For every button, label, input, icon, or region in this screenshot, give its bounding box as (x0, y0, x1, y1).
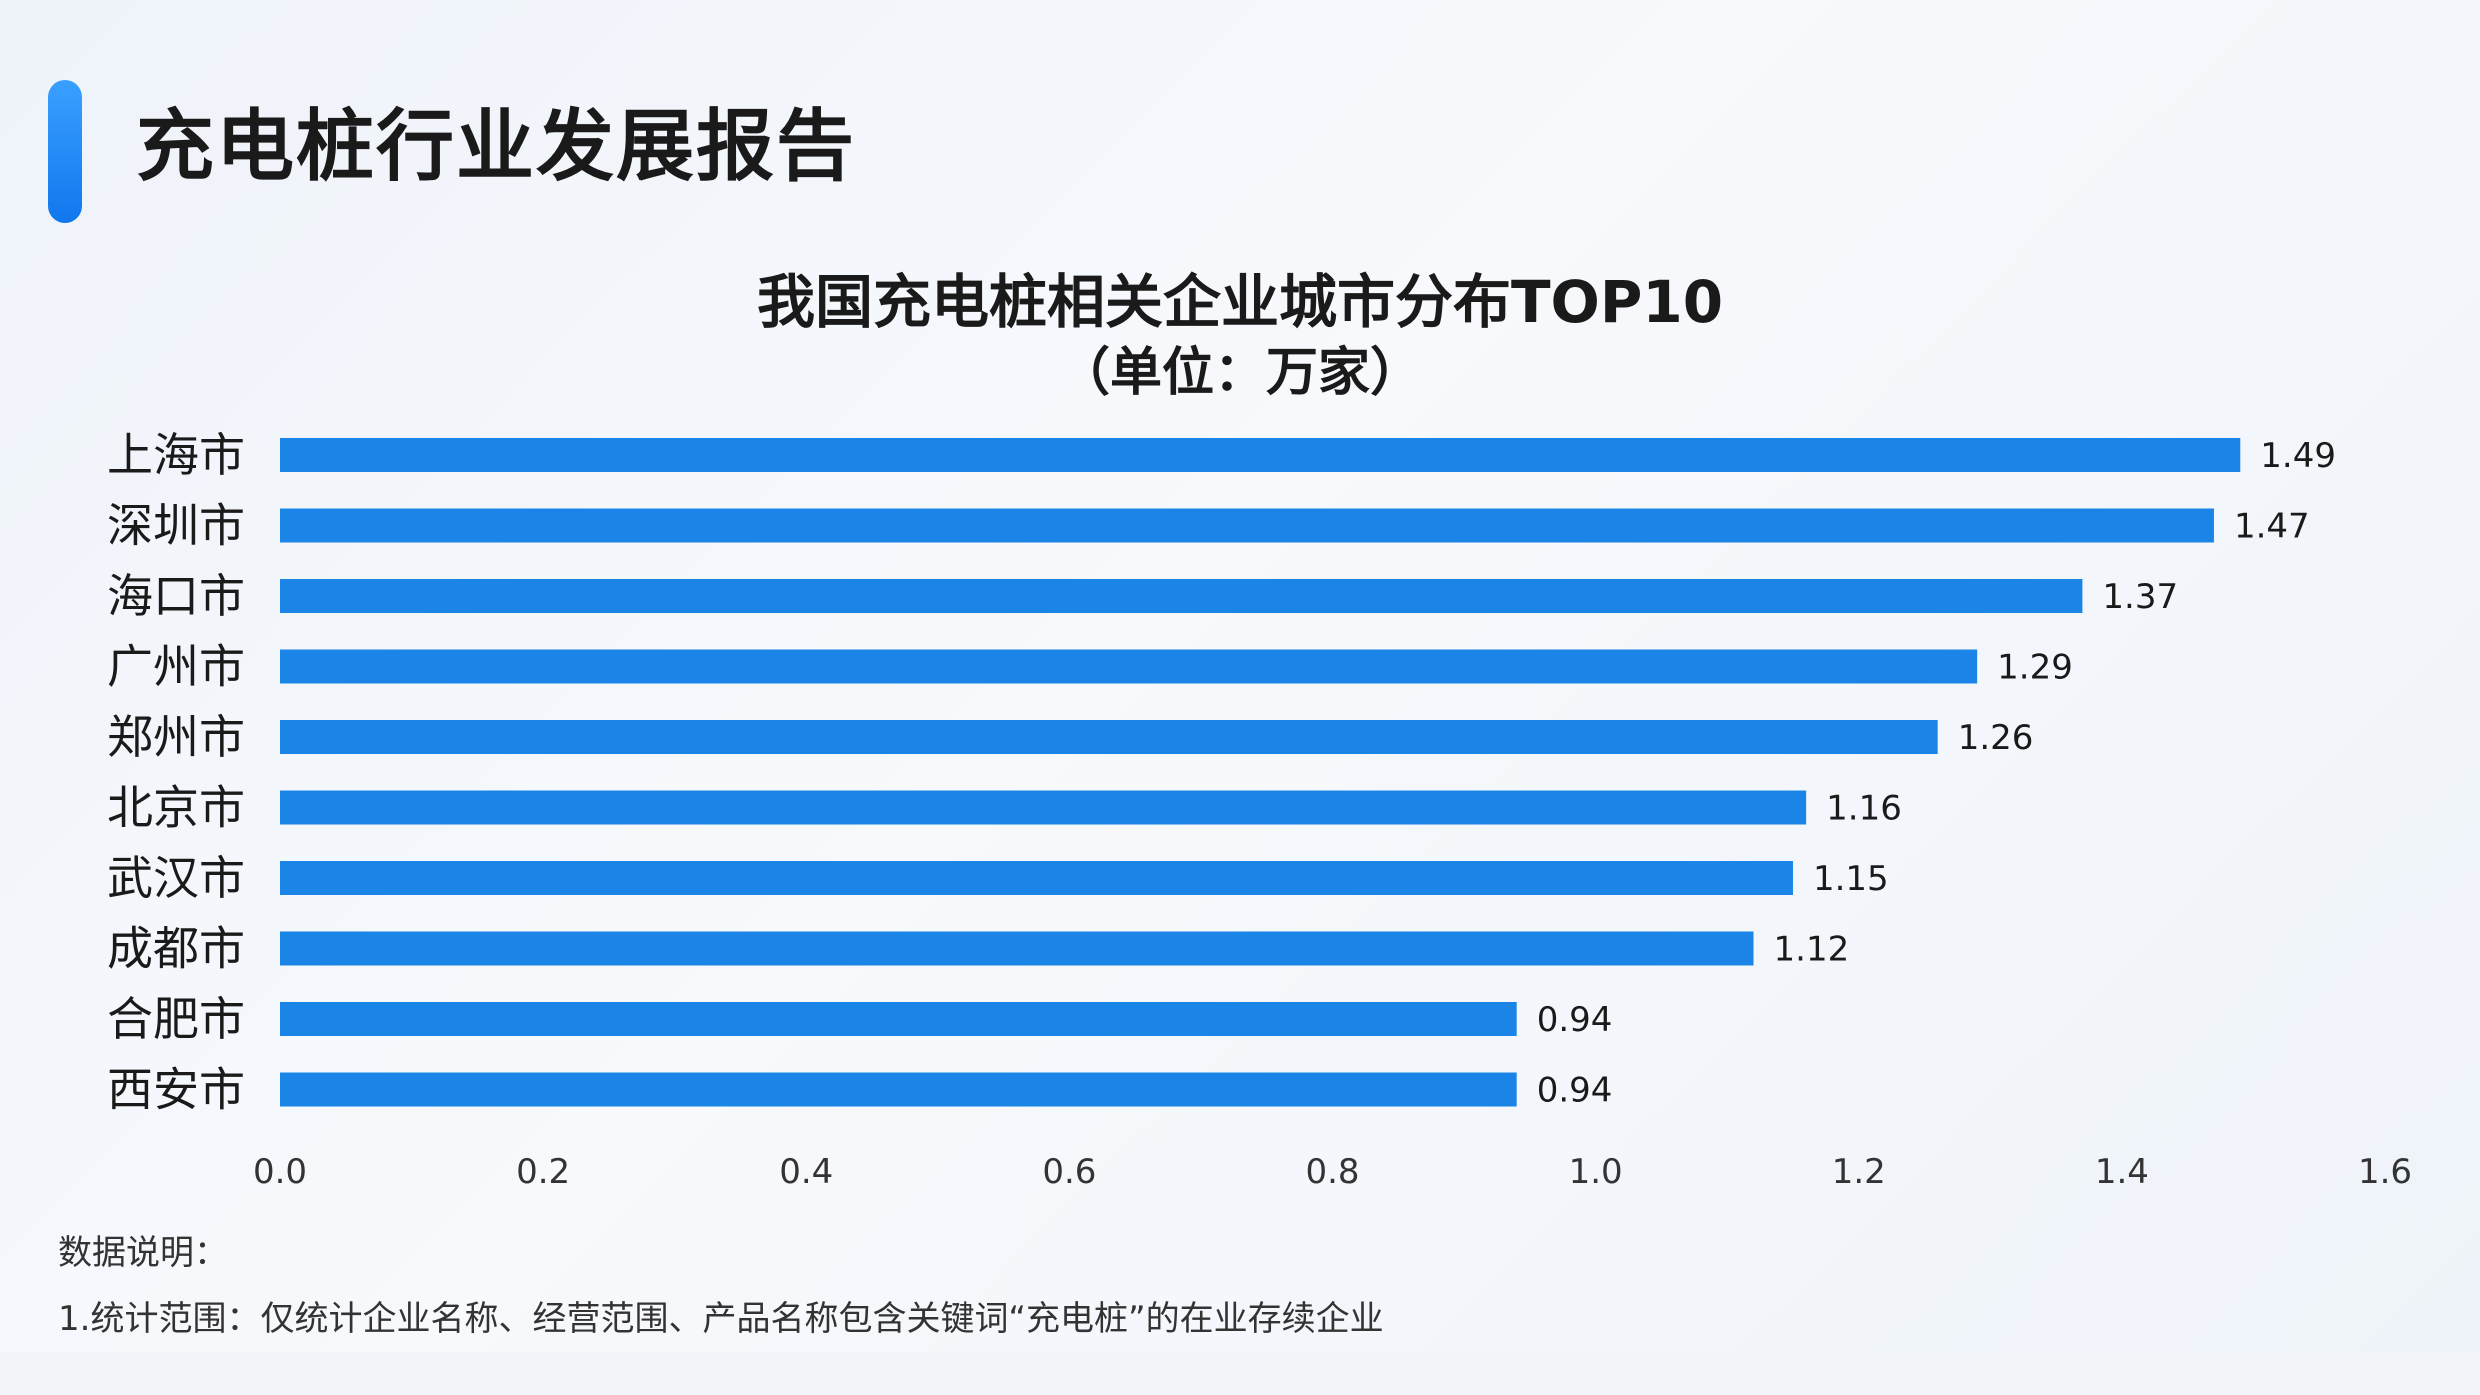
data-label: 1.47 (2234, 507, 2310, 547)
category-label: 深圳市 (107, 499, 245, 553)
bar (280, 649, 1978, 684)
bar (280, 1002, 1517, 1036)
data-label: 0.94 (1537, 1071, 1613, 1111)
title-accent-bar (48, 80, 82, 223)
bar (280, 861, 1793, 895)
x-tick-label: 0.6 (1042, 1152, 1096, 1192)
x-tick-label: 0.0 (253, 1152, 307, 1192)
report-title: 充电桩行业发展报告 (136, 102, 857, 192)
category-label: 广州市 (107, 640, 245, 694)
chart-title: 我国充电桩相关企业城市分布TOP10 (756, 268, 1724, 336)
bar (280, 1072, 1517, 1107)
data-label: 1.16 (1826, 789, 1902, 829)
data-note-line: 1.统计范围：仅统计企业名称、经营范围、产品名称包含关键词“充电桩”的在业存续企… (58, 1299, 1384, 1339)
x-tick-label: 1.4 (2095, 1152, 2149, 1192)
bar (280, 790, 1807, 825)
category-label: 海口市 (107, 569, 245, 623)
x-tick-label: 0.8 (1305, 1152, 1359, 1192)
data-label: 0.94 (1537, 1000, 1613, 1040)
x-tick-label: 1.2 (1832, 1152, 1886, 1192)
footer-band (0, 1352, 2480, 1395)
category-label: 成都市 (107, 922, 245, 976)
category-label: 西安市 (107, 1063, 245, 1117)
bar (280, 931, 1754, 966)
bar (280, 579, 2083, 613)
data-label: 1.29 (1997, 648, 2073, 688)
bar-chart: 上海市 1.49 深圳市 1.47 海口市 1.37 广州市 1.29 郑州市 1.26 北京市 1.… (107, 428, 2412, 1192)
bar (280, 438, 2241, 472)
category-label: 上海市 (107, 428, 245, 482)
x-tick-label: 1.0 (1569, 1152, 1623, 1192)
data-label: 1.12 (1774, 930, 1850, 970)
data-label: 1.26 (1958, 718, 2034, 758)
category-label: 北京市 (107, 781, 245, 835)
data-note-heading: 数据说明： (58, 1233, 228, 1273)
data-label: 1.37 (2102, 577, 2178, 617)
category-label: 武汉市 (107, 851, 245, 905)
category-label: 郑州市 (107, 710, 245, 764)
data-label: 1.49 (2260, 436, 2336, 476)
x-tick-label: 0.4 (779, 1152, 833, 1192)
x-tick-label: 1.6 (2358, 1152, 2412, 1192)
data-label: 1.15 (1813, 859, 1889, 899)
chart-subtitle: （单位：万家） (1057, 343, 1422, 403)
bar (280, 720, 1938, 754)
category-label: 合肥市 (107, 992, 245, 1046)
x-tick-label: 0.2 (516, 1152, 570, 1192)
bar (280, 508, 2214, 543)
